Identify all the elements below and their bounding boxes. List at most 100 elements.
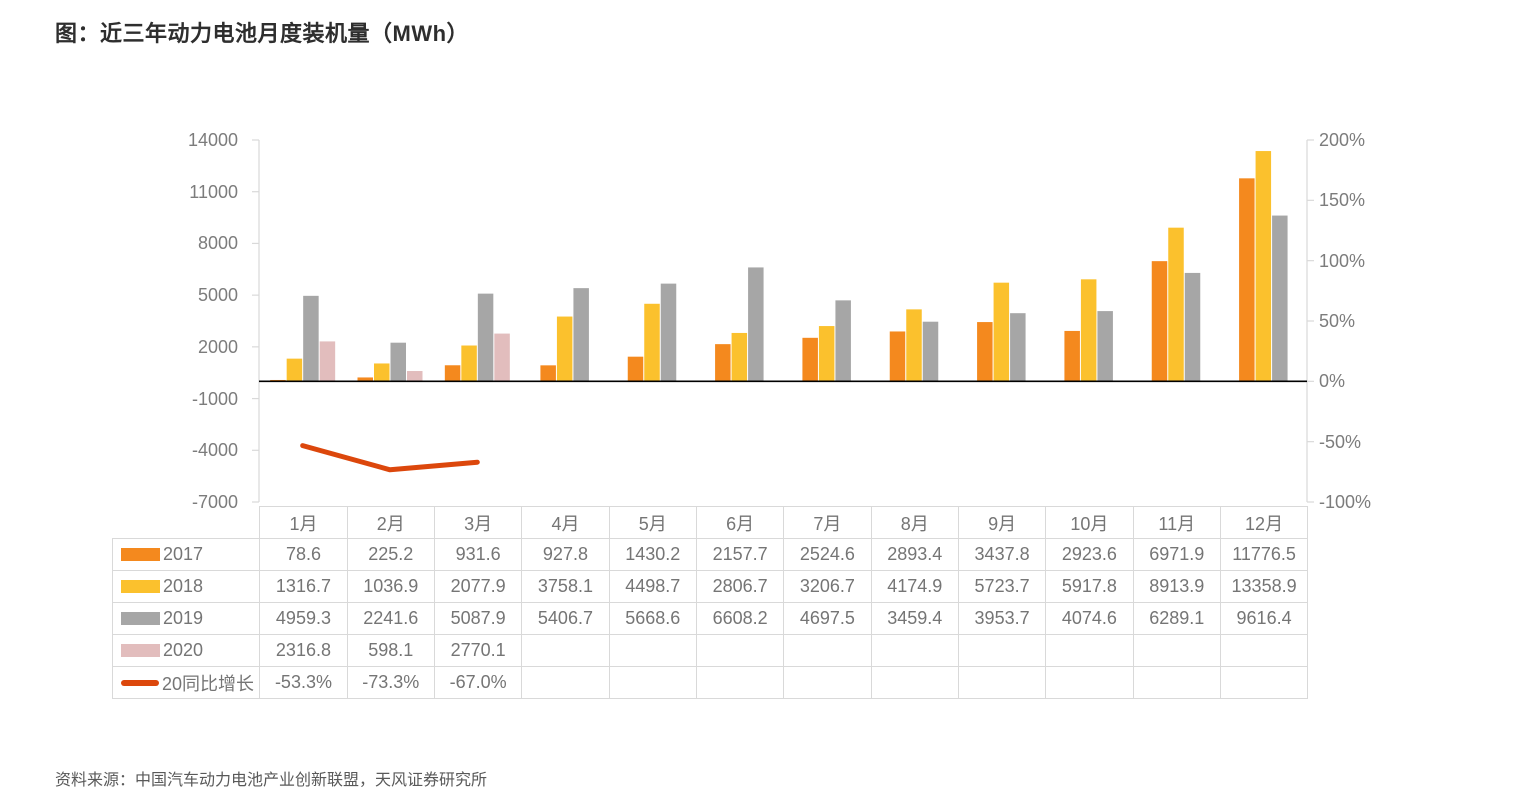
value-cell-20同比增长-8月 [870,666,959,699]
bar-2020-3月 [494,333,510,382]
value-cell-2017-3月: 931.6 [433,538,523,571]
value-cell-20同比增长-3月: -67.0% [433,666,523,699]
right-axis-tick-label: 100% [1319,250,1366,271]
growth-line-series [300,443,480,473]
value-cell-2018-10月: 5917.8 [1045,570,1134,603]
table-row-2019: 2019 4959.3 2241.6 5087.9 5406.7 5668.6 6608.2… [111,602,1309,635]
legend-cell-2017: 2017 [111,538,261,571]
bar-2020-1月 [319,341,336,382]
value-cell-2020-10月 [1045,634,1134,667]
value-cell-2019-8月: 3459.4 [870,602,959,635]
legend-bar-swatch-2018 [121,580,160,593]
right-axis-tick-label: 150% [1319,190,1366,211]
bar-2020-2月 [407,371,423,382]
right-axis-tick-label: 50% [1319,311,1356,331]
legend-label: 20同比增长 [162,673,255,694]
legend-entry: 2017 [115,544,257,565]
value-cell-2017-1月: 78.6 [259,538,348,571]
value-cell-2018-2月: 1036.9 [346,570,435,603]
value-cell-2018-3月: 2077.9 [433,570,523,603]
source-note: 资料来源：中国汽车动力电池产业创新联盟，天风证券研究所 [55,772,488,789]
value-cell-2017-2月: 225.2 [346,538,435,571]
bar-2017-12月 [1239,178,1255,382]
value-cell-2020-8月 [870,634,959,667]
value-cell-2017-7月: 2524.6 [783,538,872,571]
chart-data-table: 1月 2月 3月 4月 5月 6月 7月 8月 9月 10月 11月 12月 2017 78.6 225.2… [111,506,1309,699]
value-cell-2019-5月: 5668.6 [608,602,697,635]
value-cell-2020-4月 [521,634,610,667]
value-cell-2017-6月: 2157.7 [695,538,785,571]
month-header-cell: 3月 [433,506,523,539]
value-cell-2020-9月 [957,634,1047,667]
value-cell-2018-9月: 5723.7 [957,570,1047,603]
bar-2017-5月 [627,356,644,382]
value-cell-20同比增长-11月 [1132,666,1221,699]
legend-line-swatch-20同比增长 [121,679,159,686]
value-cell-2019-2月: 2241.6 [346,602,435,635]
value-cell-2018-7月: 3206.7 [783,570,872,603]
value-cell-2019-12月: 9616.4 [1219,602,1309,635]
legend-cell-20同比增长: 20同比增长 [111,666,261,699]
bar-2017-3月 [444,365,461,382]
month-header-cell: 1月 [259,506,348,539]
left-axis-tick-label: 14000 [187,130,238,150]
value-cell-2018-12月: 13358.9 [1219,570,1309,603]
legend-entry: 2020 [115,640,257,661]
bar-2017-7月 [802,337,818,382]
bar-2019-3月 [477,293,494,382]
value-cell-2020-1月: 2316.8 [259,634,348,667]
legend-entry: 2019 [115,608,257,629]
value-cell-2017-9月: 3437.8 [957,538,1047,571]
value-cell-2017-12月: 11776.5 [1219,538,1309,571]
month-header-cell: 4月 [521,506,610,539]
right-axis-tick-label: -100% [1319,492,1372,512]
legend-entry: 20同比增长 [115,670,257,696]
bar-2017-11月 [1151,261,1168,382]
table-corner-cell [113,507,260,539]
right-axis-tick-label: -50% [1319,431,1362,452]
bar-2019-12月 [1272,215,1288,382]
legend-bar-swatch-2019 [121,612,160,625]
bar-2019-2月 [390,342,406,382]
bar-2019-7月 [835,300,851,382]
value-cell-2017-11月: 6971.9 [1132,538,1221,571]
value-cell-2018-6月: 2806.7 [695,570,785,603]
bar-2018-1月 [286,358,303,382]
chart-title: 图：近三年动力电池月度装机量（MWh） [55,21,470,46]
value-cell-20同比增长-5月 [608,666,697,699]
value-cell-2019-7月: 4697.5 [783,602,872,635]
legend-label: 2018 [163,576,204,596]
value-cell-2018-8月: 4174.9 [870,570,959,603]
value-cell-20同比增长-10月 [1045,666,1134,699]
bar-2018-12月 [1255,151,1272,382]
month-header-cell: 6月 [695,506,785,539]
bar-2019-4月 [573,288,589,382]
value-cell-2019-3月: 5087.9 [433,602,523,635]
value-cell-2020-12月 [1219,634,1309,667]
bar-2019-8月 [922,321,939,382]
legend-cell-2020: 2020 [111,634,261,667]
value-cell-2019-11月: 6289.1 [1132,602,1221,635]
month-header-cell: 8月 [870,506,959,539]
bar-2018-7月 [818,326,835,382]
value-cell-2020-3月: 2770.1 [433,634,523,667]
left-axis-tick-label: 5000 [197,285,238,306]
value-cell-20同比增长-12月 [1219,666,1309,699]
bar-2018-3月 [461,345,477,382]
bar-2018-11月 [1168,227,1184,382]
bar-2019-9月 [1010,313,1026,382]
value-cell-2018-4月: 3758.1 [521,570,610,603]
bar-2017-8月 [889,331,906,382]
value-cell-20同比增长-6月 [695,666,785,699]
legend-label: 2019 [163,608,204,628]
left-axis-tick-label: 8000 [197,233,238,254]
left-axis-tick-label: -1000 [191,388,238,409]
value-cell-20同比增长-4月 [521,666,610,699]
value-cell-2018-5月: 4498.7 [608,570,697,603]
table-row-2020: 2020 2316.8 598.1 2770.1 [111,634,1309,667]
month-header-cell: 10月 [1045,506,1134,539]
bar-2017-6月 [715,344,731,382]
value-cell-20同比增长-9月 [957,666,1047,699]
bar-2018-4月 [556,316,573,382]
